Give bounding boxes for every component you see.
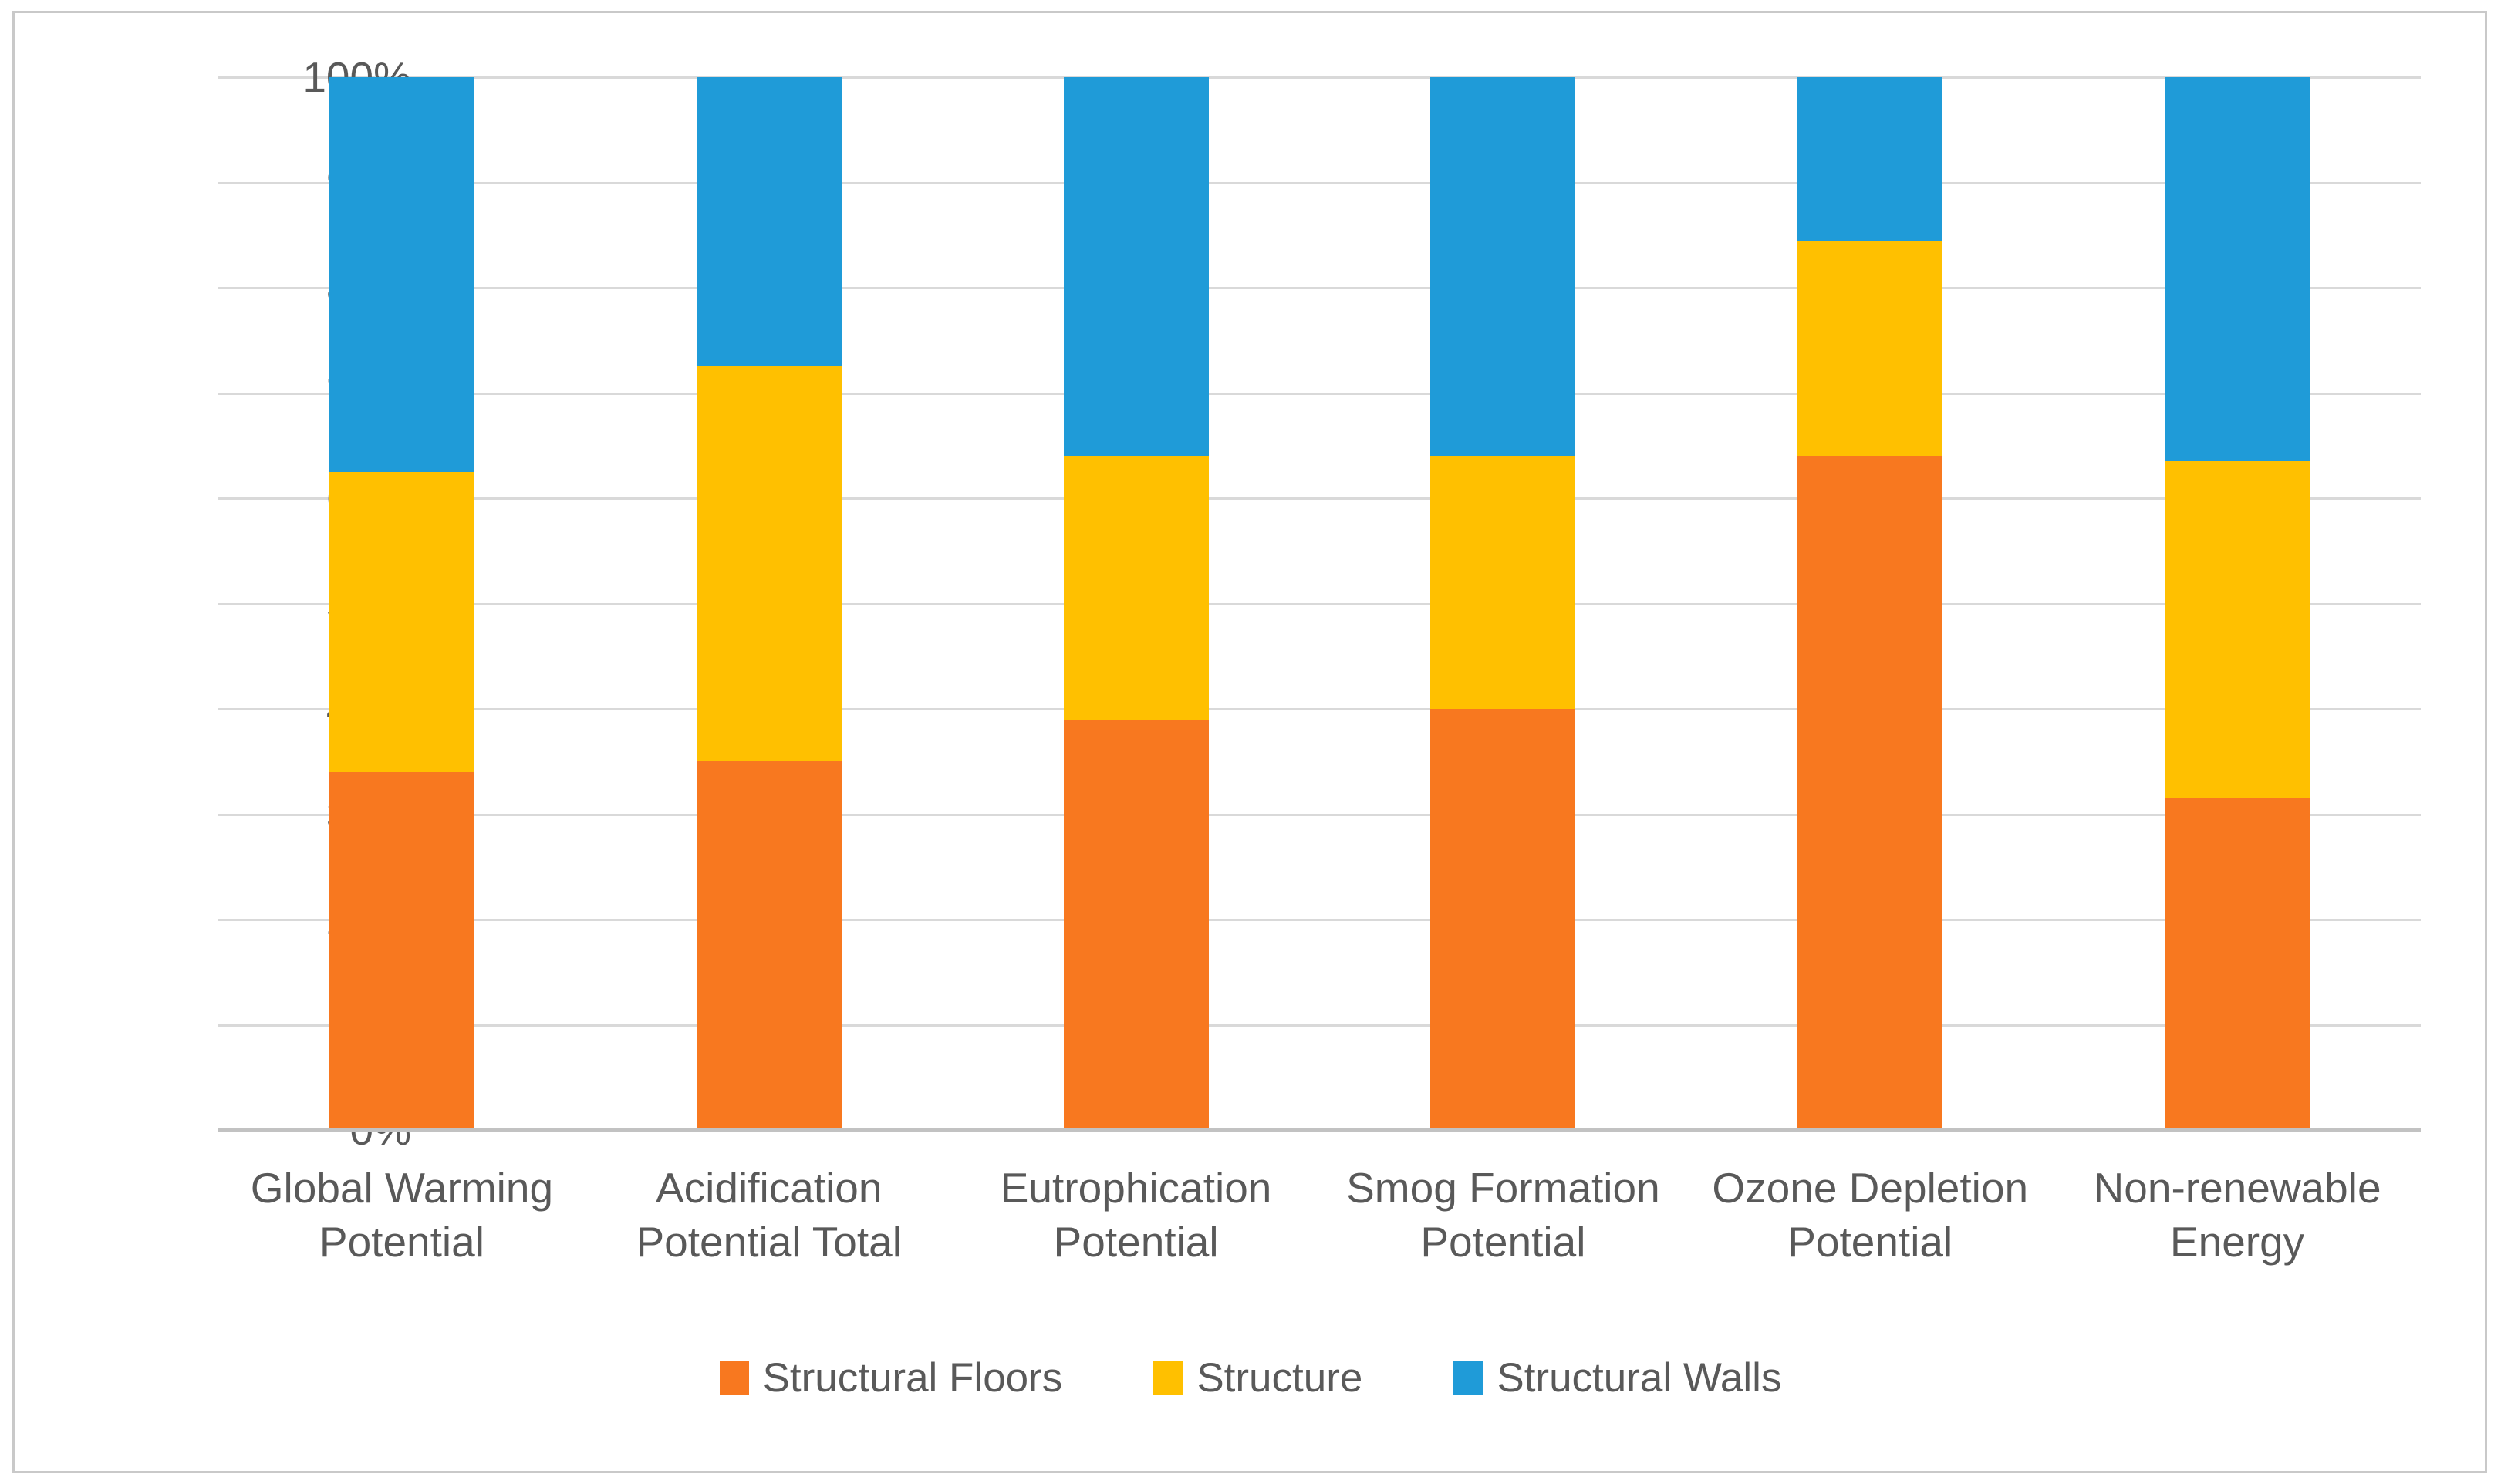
stacked-bar [1797, 77, 1943, 1130]
legend-item-structure: Structure [1153, 1354, 1362, 1401]
stacked-bar [2165, 77, 2310, 1130]
bar-column [953, 77, 1320, 1130]
x-axis-category-label: Ozone Depletion Potential [1712, 1164, 2029, 1266]
legend: Structural Floors Structure Structural Wal… [0, 1354, 2501, 1401]
stacked-bar [696, 77, 842, 1130]
x-axis-category-label: Non-renewable Energy [2093, 1164, 2381, 1266]
bar-segment-structural-walls [329, 77, 474, 472]
legend-item-structural-floors: Structural Floors [719, 1354, 1063, 1401]
gridline [218, 181, 2421, 184]
bar-segment-structural-floors [2165, 798, 2310, 1130]
bars-container [218, 77, 2421, 1130]
x-axis-category-label: Acidification Potential Total [636, 1164, 902, 1266]
legend-swatch-icon [1153, 1361, 1183, 1395]
legend-swatch-icon [719, 1361, 749, 1395]
bar-segment-structure [1430, 456, 1576, 709]
bar-segment-structure [1797, 240, 1943, 457]
bar-segment-structural-floors [696, 761, 842, 1130]
gridline [218, 287, 2421, 289]
bar-segment-structural-floors [1063, 719, 1209, 1130]
bar-segment-structural-walls [2165, 77, 2310, 462]
gridline [218, 76, 2421, 79]
bar-segment-structure [329, 471, 474, 772]
x-axis-labels: Global Warming Potential Acidification Po… [218, 1161, 2421, 1269]
bar-segment-structural-walls [1797, 77, 1943, 241]
bar-segment-structural-walls [1430, 77, 1576, 457]
gridline [218, 497, 2421, 500]
x-axis-category-label: Eutrophication Potential [1000, 1164, 1272, 1266]
x-axis-category-label: Global Warming Potential [250, 1164, 554, 1266]
gridline [218, 813, 2421, 816]
legend-label: Structural Walls [1497, 1355, 1782, 1401]
gridline [218, 392, 2421, 395]
bar-column [218, 77, 586, 1130]
stacked-bar [329, 77, 474, 1130]
bar-segment-structural-floors [329, 771, 474, 1130]
gridline [218, 602, 2421, 605]
bar-column [586, 77, 953, 1130]
legend-label: Structural Floors [762, 1355, 1063, 1401]
bar-segment-structural-walls [696, 77, 842, 367]
stacked-bar [1063, 77, 1209, 1130]
gridline [218, 919, 2421, 921]
bar-segment-structural-walls [1063, 77, 1209, 457]
stacked-bar [1430, 77, 1576, 1130]
bar-column [1319, 77, 1686, 1130]
bar-segment-structure [696, 366, 842, 762]
bar-segment-structure [2165, 461, 2310, 799]
bar-segment-structure [1063, 456, 1209, 720]
legend-item-structural-walls: Structural Walls [1453, 1354, 1781, 1401]
bar-segment-structural-floors [1430, 708, 1576, 1130]
x-axis-line [218, 1128, 2421, 1132]
plot-area: 100%90%80%70%60%50%40%30%20%10%0% [218, 53, 2421, 1154]
gridline [218, 1024, 2421, 1027]
bar-column [2054, 77, 2421, 1130]
bar-column [1686, 77, 2054, 1130]
legend-swatch-icon [1453, 1361, 1483, 1395]
gridline [218, 708, 2421, 710]
legend-label: Structure [1196, 1355, 1363, 1401]
x-axis-category-label: Smog Formation Potential [1346, 1164, 1660, 1266]
bar-segment-structural-floors [1797, 456, 1943, 1130]
